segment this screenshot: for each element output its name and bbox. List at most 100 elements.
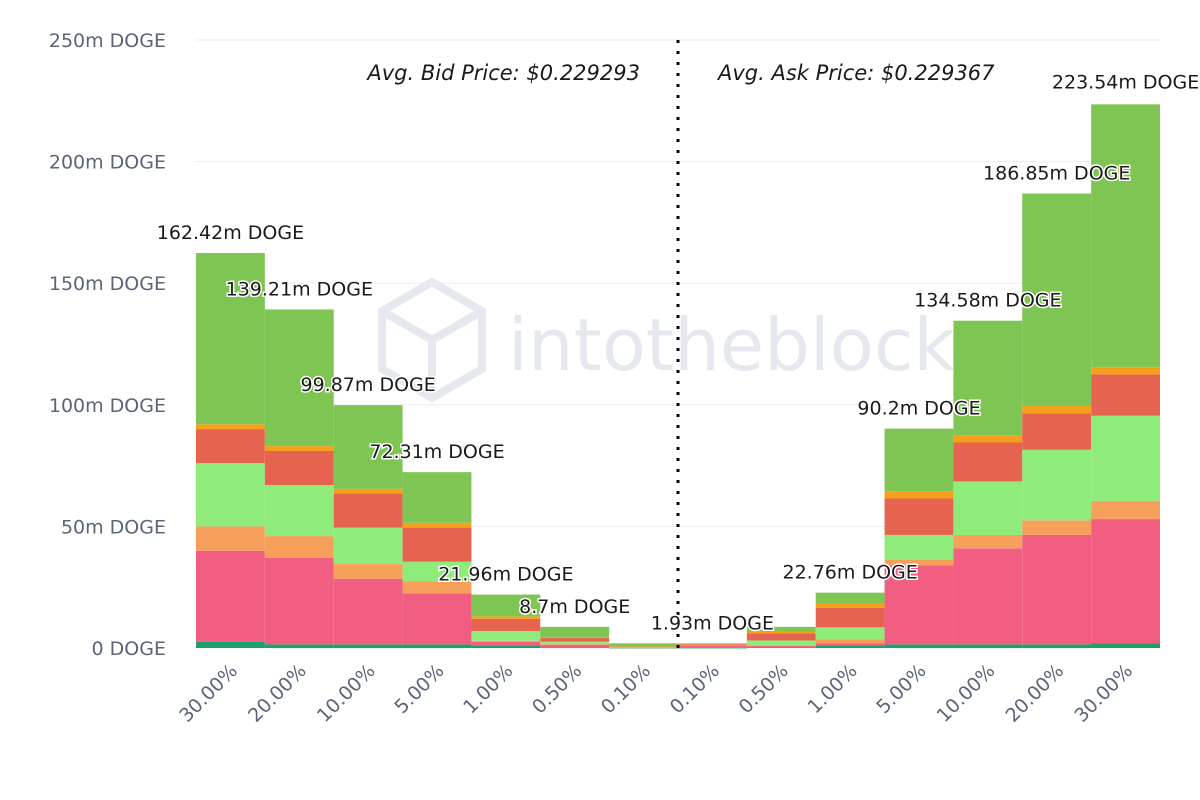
bar-segment bbox=[333, 488, 403, 494]
x-tick-label: 10.00% bbox=[933, 660, 1000, 727]
bar-segment bbox=[678, 644, 747, 646]
bar-segment bbox=[1091, 500, 1160, 520]
bar-segment bbox=[196, 429, 265, 464]
bar-segment bbox=[746, 633, 816, 641]
bar-segment bbox=[471, 641, 541, 646]
bar-segment bbox=[402, 581, 472, 594]
bar-segment bbox=[402, 522, 472, 528]
y-tick-label: 0 DOGE bbox=[92, 638, 166, 660]
bar-segment bbox=[746, 646, 816, 648]
bar-data-label: 186.85m DOGE bbox=[983, 163, 1130, 185]
x-tick-label: 1.00% bbox=[803, 660, 861, 718]
y-tick-label: 50m DOGE bbox=[61, 516, 166, 538]
avg-bid-price-annotation: Avg. Bid Price: $0.229293 bbox=[365, 61, 640, 85]
bar-segment bbox=[333, 527, 403, 565]
x-tick-label: 0.10% bbox=[666, 660, 724, 718]
bar-data-label: 139.21m DOGE bbox=[226, 278, 373, 300]
bar-segment bbox=[264, 309, 334, 447]
bar-segment bbox=[884, 644, 954, 648]
bar-segment bbox=[953, 320, 1023, 436]
bar-segment bbox=[1091, 643, 1160, 648]
avg-ask-price-annotation: Avg. Ask Price: $0.229367 bbox=[716, 61, 995, 85]
bar-segment bbox=[1022, 449, 1092, 521]
bar-segment bbox=[678, 643, 747, 645]
bar-data-label: 90.2m DOGE bbox=[857, 398, 980, 420]
bar-segment bbox=[815, 627, 885, 640]
bar-segment bbox=[953, 534, 1023, 549]
bar-data-label: 22.76m DOGE bbox=[783, 562, 918, 584]
bar-segment bbox=[471, 618, 541, 631]
bar-segment bbox=[1022, 193, 1092, 407]
bar-segment bbox=[1091, 104, 1160, 368]
x-tick-label: 0.10% bbox=[597, 660, 655, 718]
bar-segment bbox=[609, 646, 678, 647]
bar-segment bbox=[884, 565, 954, 645]
bar-segment bbox=[196, 463, 265, 527]
bar-segment bbox=[540, 647, 610, 648]
bar-segment bbox=[815, 639, 885, 644]
bar-segment bbox=[196, 526, 265, 551]
bar-data-label: 21.96m DOGE bbox=[438, 564, 573, 586]
bar-segment bbox=[1022, 644, 1092, 648]
bar-segment bbox=[1091, 415, 1160, 501]
bar-segment bbox=[678, 643, 747, 644]
x-tick-label: 0.50% bbox=[735, 660, 793, 718]
bar-segment bbox=[471, 594, 541, 617]
bar-segment bbox=[540, 637, 610, 639]
bar-segment bbox=[333, 493, 403, 528]
bar-segment bbox=[884, 534, 954, 560]
bar-segment bbox=[264, 558, 334, 645]
bar-segment bbox=[402, 472, 472, 523]
x-tick-label: 20.00% bbox=[1001, 660, 1068, 727]
bar-segment bbox=[540, 644, 610, 648]
watermark-text: intotheblock bbox=[508, 303, 955, 387]
bar-segment bbox=[678, 643, 747, 645]
bar-segment bbox=[1022, 406, 1092, 414]
bar-segment bbox=[1022, 520, 1092, 535]
y-tick-label: 250m DOGE bbox=[49, 30, 166, 52]
bar-segment bbox=[264, 485, 334, 537]
bar-segment bbox=[471, 640, 541, 642]
y-tick-label: 100m DOGE bbox=[49, 395, 166, 417]
bar-segment bbox=[609, 646, 678, 648]
bar-segment bbox=[264, 446, 334, 452]
x-axis: 30.00% 20.00% 10.00% 5.00% 1.00% 0.50% 0.10% 0.… bbox=[175, 660, 1137, 727]
bar-segment bbox=[471, 645, 541, 648]
watermark: intotheblock bbox=[378, 277, 955, 403]
bar-segment bbox=[953, 481, 1023, 535]
bar-segment bbox=[1091, 374, 1160, 416]
bar-segment bbox=[1091, 367, 1160, 375]
bar-segment bbox=[884, 559, 954, 566]
bar-segment bbox=[333, 578, 403, 645]
bar-data-label: 8.7m DOGE bbox=[519, 596, 630, 618]
bar-segment bbox=[264, 644, 334, 648]
x-tick-label: 10.00% bbox=[313, 660, 380, 727]
bar-segment bbox=[540, 638, 610, 642]
y-tick-label: 150m DOGE bbox=[49, 273, 166, 295]
bar-segment bbox=[746, 647, 816, 648]
bar-segment bbox=[402, 561, 472, 582]
x-tick-label: 5.00% bbox=[390, 660, 448, 718]
x-tick-label: 0.50% bbox=[528, 660, 586, 718]
data-labels: 162.42m DOGE 139.21m DOGE 99.87m DOGE 72.31… bbox=[155, 70, 1200, 636]
bar-data-label: 162.42m DOGE bbox=[157, 222, 304, 244]
bar-segment bbox=[884, 498, 954, 535]
bar-segment bbox=[678, 645, 747, 648]
bar-segment bbox=[196, 252, 265, 425]
bar-segment bbox=[402, 593, 472, 645]
bar-segment bbox=[333, 564, 403, 579]
bar-segment bbox=[953, 644, 1023, 648]
bar-segment bbox=[540, 641, 610, 645]
x-tick-label: 5.00% bbox=[872, 660, 930, 718]
bar-segment bbox=[471, 630, 541, 641]
bar-segment bbox=[333, 644, 403, 648]
bar-segment bbox=[264, 451, 334, 486]
bar-segment bbox=[196, 641, 265, 648]
x-tick-label: 30.00% bbox=[1070, 660, 1137, 727]
bar-segment bbox=[815, 607, 885, 628]
bar-data-label: 223.54m DOGE bbox=[1052, 71, 1199, 93]
y-tick-label: 200m DOGE bbox=[49, 152, 166, 174]
x-tick-label: 1.00% bbox=[459, 660, 517, 718]
bar-segment bbox=[402, 527, 472, 562]
